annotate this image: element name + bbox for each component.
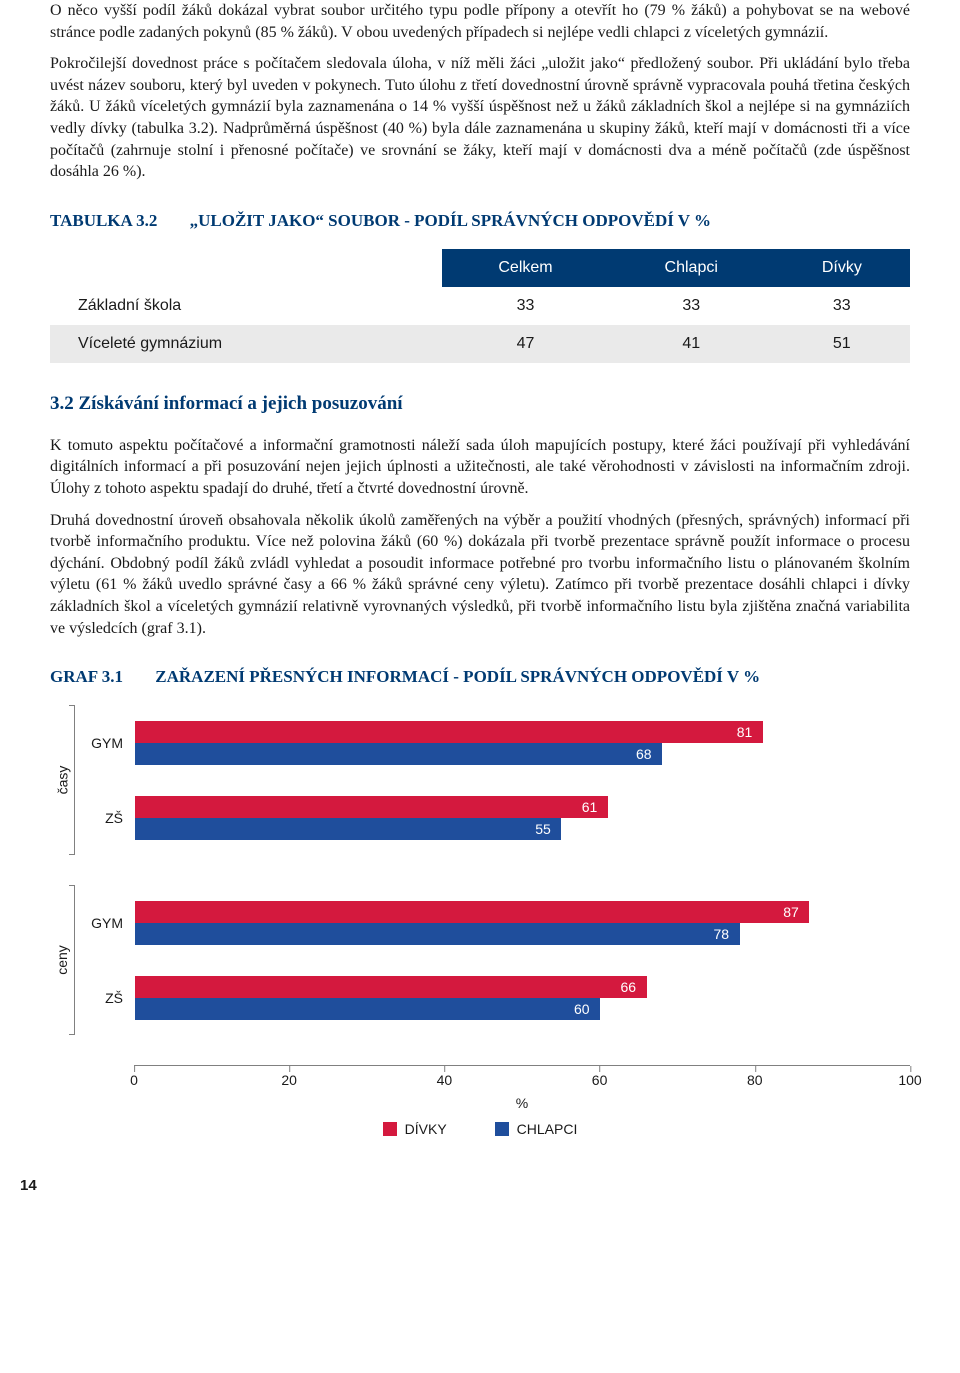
legend-label: CHLAPCI bbox=[517, 1121, 578, 1137]
chart-groups: časyGYM8168ZŠ6155cenyGYM8778ZŠ6660 bbox=[50, 705, 910, 1035]
table-body: Základní škola333333Víceleté gymnázium47… bbox=[50, 287, 910, 363]
table-cell: 33 bbox=[774, 287, 910, 325]
table-title-code: TABULKA 3.2 bbox=[50, 211, 157, 230]
chart-group-label: časy bbox=[50, 705, 74, 855]
chart-bars-cell: 66 60 bbox=[135, 960, 910, 1035]
table-row: Víceleté gymnázium474151 bbox=[50, 325, 910, 363]
chart-bar-value: 55 bbox=[535, 821, 551, 837]
chart-bar: 81 bbox=[135, 721, 910, 743]
legend-item: CHLAPCI bbox=[495, 1121, 578, 1137]
chart-bars-cell: 87 78 bbox=[135, 885, 910, 960]
page-number: 14 bbox=[20, 1177, 910, 1194]
x-tick: 100 bbox=[898, 1072, 921, 1088]
graph-title-text: ZAŘAZENÍ PŘESNÝCH INFORMACÍ - PODÍL SPRÁ… bbox=[155, 667, 760, 686]
data-table: CelkemChlapciDívky Základní škola333333V… bbox=[50, 249, 910, 363]
legend-label: DÍVKY bbox=[405, 1121, 447, 1137]
chart-bar-fill bbox=[135, 796, 608, 818]
chart-bar-fill bbox=[135, 901, 809, 923]
chart-category-label: GYM bbox=[75, 735, 135, 751]
table-cell: 33 bbox=[442, 287, 609, 325]
paragraph-3: K tomuto aspektu počítačové a informační… bbox=[50, 435, 910, 500]
section-heading: 3.2 Získávání informací a jejich posuzov… bbox=[50, 393, 910, 415]
chart-bar-fill bbox=[135, 721, 763, 743]
chart-plot-column: GYM 87 78 ZŠ 66 60 bbox=[74, 885, 910, 1035]
chart-bar: 66 bbox=[135, 976, 910, 998]
chart-category-label: ZŠ bbox=[75, 810, 135, 826]
table-title: TABULKA 3.2 „ULOŽIT JAKO“ SOUBOR - PODÍL… bbox=[50, 211, 910, 231]
chart-bar-value: 61 bbox=[582, 799, 598, 815]
chart-bar: 87 bbox=[135, 901, 910, 923]
table-row-label: Víceleté gymnázium bbox=[50, 325, 442, 363]
chart-bar-fill bbox=[135, 818, 561, 840]
chart-bar-fill bbox=[135, 743, 662, 765]
bar-chart: časyGYM8168ZŠ6155cenyGYM8778ZŠ6660 02040… bbox=[50, 705, 910, 1137]
x-axis-label: % bbox=[134, 1095, 910, 1111]
table-header-cell: Celkem bbox=[442, 249, 609, 287]
chart-category-row: GYM 87 78 bbox=[75, 885, 910, 960]
chart-legend: DÍVKY CHLAPCI bbox=[50, 1121, 910, 1137]
x-axis: 020406080100 bbox=[74, 1065, 910, 1093]
chart-bar: 55 bbox=[135, 818, 910, 840]
chart-category-row: GYM 81 68 bbox=[75, 705, 910, 780]
chart-category-label: ZŠ bbox=[75, 990, 135, 1006]
table-cell: 51 bbox=[774, 325, 910, 363]
table-head: CelkemChlapciDívky bbox=[50, 249, 910, 287]
chart-bar-value: 87 bbox=[783, 904, 799, 920]
chart-bar: 60 bbox=[135, 998, 910, 1020]
paragraph-4: Druhá dovednostní úroveň obsahovala něko… bbox=[50, 510, 910, 640]
chart-category-row: ZŠ 66 60 bbox=[75, 960, 910, 1035]
table-header-cell: Dívky bbox=[774, 249, 910, 287]
x-tick: 60 bbox=[592, 1072, 608, 1088]
chart-bar-value: 66 bbox=[621, 979, 637, 995]
table-header-empty bbox=[50, 249, 442, 287]
chart-bar-fill bbox=[135, 998, 600, 1020]
chart-bar-fill bbox=[135, 976, 647, 998]
legend-item: DÍVKY bbox=[383, 1121, 447, 1137]
chart-bar: 68 bbox=[135, 743, 910, 765]
chart-group-label: ceny bbox=[50, 885, 74, 1035]
table-row: Základní škola333333 bbox=[50, 287, 910, 325]
table-cell: 47 bbox=[442, 325, 609, 363]
table-row-label: Základní škola bbox=[50, 287, 442, 325]
legend-swatch bbox=[383, 1122, 397, 1136]
graph-title-code: GRAF 3.1 bbox=[50, 667, 123, 686]
chart-bars-cell: 81 68 bbox=[135, 705, 910, 780]
chart-bar-fill bbox=[135, 923, 740, 945]
x-tick: 40 bbox=[437, 1072, 453, 1088]
graph-title: GRAF 3.1 ZAŘAZENÍ PŘESNÝCH INFORMACÍ - P… bbox=[50, 667, 910, 687]
chart-bar-value: 81 bbox=[737, 724, 753, 740]
paragraph-2: Pokročilejší dovednost práce s počítačem… bbox=[50, 53, 910, 183]
x-tick: 20 bbox=[281, 1072, 297, 1088]
chart-group: časyGYM 81 68 ZŠ 61 55 bbox=[50, 705, 910, 855]
chart-bar-value: 78 bbox=[714, 926, 730, 942]
chart-category-label: GYM bbox=[75, 915, 135, 931]
chart-category-row: ZŠ 61 55 bbox=[75, 780, 910, 855]
chart-bars-cell: 61 55 bbox=[135, 780, 910, 855]
chart-bar-value: 60 bbox=[574, 1001, 590, 1017]
x-tick: 80 bbox=[747, 1072, 763, 1088]
chart-group: cenyGYM 87 78 ZŠ 66 60 bbox=[50, 885, 910, 1035]
table-cell: 41 bbox=[609, 325, 774, 363]
x-tick: 0 bbox=[130, 1072, 138, 1088]
chart-plot-column: GYM 81 68 ZŠ 61 55 bbox=[74, 705, 910, 855]
table-header-cell: Chlapci bbox=[609, 249, 774, 287]
paragraph-1: O něco vyšší podíl žáků dokázal vybrat s… bbox=[50, 0, 910, 43]
legend-swatch bbox=[495, 1122, 509, 1136]
chart-bar-value: 68 bbox=[636, 746, 652, 762]
table-title-text: „ULOŽIT JAKO“ SOUBOR - PODÍL SPRÁVNÝCH O… bbox=[190, 211, 711, 230]
table-cell: 33 bbox=[609, 287, 774, 325]
x-ticks: 020406080100 bbox=[134, 1065, 910, 1093]
chart-bar: 78 bbox=[135, 923, 910, 945]
chart-bar: 61 bbox=[135, 796, 910, 818]
